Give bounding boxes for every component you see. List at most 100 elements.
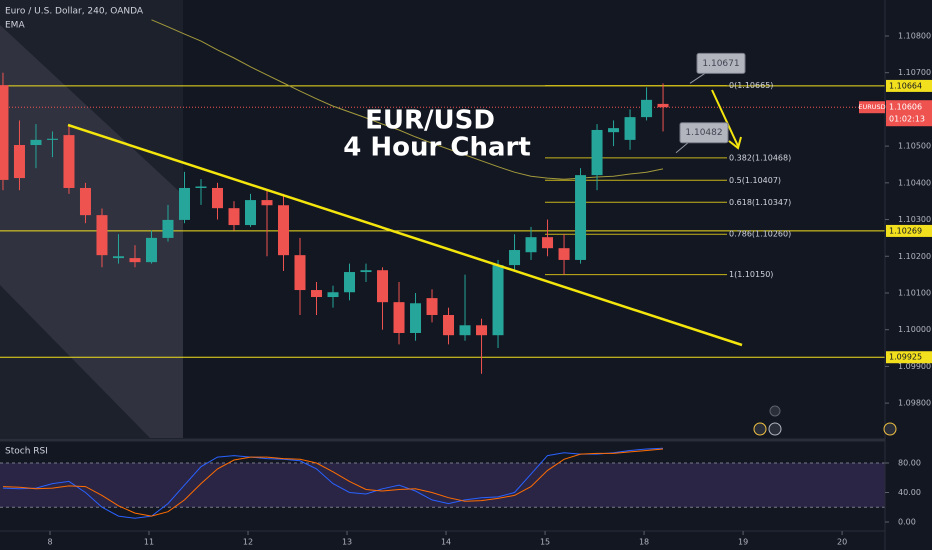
- callout-box: [696, 52, 746, 74]
- candle-body: [624, 117, 636, 140]
- level-tag: [886, 79, 932, 92]
- candle-body: [195, 186, 207, 188]
- shaded-zone: [0, 0, 183, 438]
- y-tick-label: 1.09800: [898, 399, 931, 408]
- fib-label: 0.5(1.10407): [729, 176, 781, 185]
- x-tick-label: 8: [47, 538, 52, 547]
- symbol-tag: [859, 101, 885, 114]
- candle-body: [112, 256, 124, 259]
- candle-body: [278, 205, 290, 256]
- callout-pointer: [675, 142, 689, 154]
- symbol-label: EURUSD: [858, 103, 885, 111]
- y-tick-label: 1.10400: [898, 178, 931, 187]
- candle-body: [162, 219, 174, 238]
- candle-body: [30, 139, 42, 146]
- level-label: 1.10664: [889, 81, 922, 90]
- stoch-line: [2, 448, 664, 517]
- symbol-header: Euro / U.S. Dollar, 240, OANDA: [5, 7, 144, 17]
- stoch-line: [2, 447, 664, 519]
- candle-body: [575, 175, 587, 260]
- x-tick-label: 14: [441, 538, 451, 547]
- candle-body: [641, 99, 653, 118]
- overlay-subtitle: 4 Hour Chart: [343, 133, 531, 163]
- y-tick-label: 1.10100: [898, 288, 931, 297]
- overlay-title: EUR/USD: [365, 106, 495, 136]
- icon: [769, 405, 781, 417]
- stoch-pane: [0, 447, 885, 519]
- candle-body: [311, 290, 323, 298]
- x-tick-label: 12: [243, 538, 253, 547]
- candle-body: [344, 272, 356, 293]
- candle-body: [63, 135, 75, 188]
- level-tag: [886, 351, 932, 364]
- candle-body: [476, 325, 488, 336]
- y-tick-label: 1.10500: [898, 142, 931, 151]
- candle-body: [608, 128, 620, 133]
- candle-body: [410, 303, 422, 333]
- candle-body: [96, 215, 108, 256]
- trend-line: [67, 123, 743, 347]
- main-pane: [0, 19, 885, 374]
- candle-body: [657, 103, 669, 108]
- callout-label: 1.10482: [685, 128, 722, 138]
- price-tag: [886, 100, 932, 127]
- x-tick-label: 19: [738, 538, 748, 547]
- x-tick-label: 20: [837, 538, 847, 547]
- callout-label: 1.10671: [702, 59, 739, 69]
- y-tick-label: 1.10700: [898, 68, 931, 77]
- candle-body: [492, 265, 504, 336]
- candle-body: [244, 200, 256, 226]
- countdown-label: 01:02:13: [889, 115, 925, 124]
- fib-label: 0.382(1.10468): [729, 153, 791, 162]
- x-tick-label: 18: [639, 538, 649, 547]
- price-label: 1.10606: [889, 103, 922, 112]
- candle-body: [13, 145, 25, 179]
- level-label: 1.09925: [889, 353, 922, 362]
- y-tick-label: 0.00: [898, 518, 916, 527]
- stoch-band: [0, 462, 885, 508]
- candle-body: [178, 187, 190, 220]
- x-tick-label: 15: [540, 538, 550, 547]
- icon: [883, 422, 897, 436]
- candle-body: [509, 250, 521, 266]
- candle-body: [145, 237, 157, 263]
- axes: 1.09800 1.09900 1.10000 1.10100 1.10200 1.103…: [47, 31, 932, 547]
- level-label: 1.10269: [889, 226, 922, 235]
- candle-body: [377, 270, 389, 303]
- icon: [768, 422, 782, 436]
- fib-label: 0.786(1.10260): [729, 230, 791, 239]
- level-tag: [886, 224, 932, 237]
- candle-body: [360, 270, 372, 273]
- y-tick-label: 1.10300: [898, 215, 931, 224]
- arrow-head: [728, 136, 742, 150]
- fib-label: 1(1.10150): [729, 270, 773, 279]
- y-tick-label: 1.10800: [898, 31, 931, 40]
- fib-label: 0(1.10665): [729, 81, 773, 90]
- candle-body: [261, 200, 273, 206]
- callout-pointer: [689, 72, 706, 84]
- candle-body: [129, 258, 141, 263]
- candle-body: [228, 208, 240, 226]
- candle-body: [327, 292, 339, 298]
- candle-body: [294, 255, 306, 291]
- candle-body: [591, 129, 603, 176]
- candle-body: [542, 237, 554, 249]
- indicator-label: EMA: [5, 21, 25, 31]
- arrow: [711, 89, 739, 147]
- candle-body: [46, 138, 58, 140]
- shaded-channel: [0, 25, 183, 438]
- stoch-title: Stoch RSI: [5, 447, 48, 457]
- fib-label: 0.618(1.10347): [729, 198, 791, 207]
- icon: [753, 422, 767, 436]
- overlay: 0(1.10665) 0.382(1.10468) 0.5(1.10407) 0.61…: [675, 52, 791, 279]
- candle-body: [558, 248, 570, 260]
- candle-body: [393, 302, 405, 333]
- candle-body: [426, 298, 438, 316]
- callout-box: [679, 122, 729, 144]
- candle-body: [0, 85, 9, 180]
- x-tick-label: 13: [342, 538, 352, 547]
- candle-body: [459, 325, 471, 336]
- candle-body: [443, 315, 455, 336]
